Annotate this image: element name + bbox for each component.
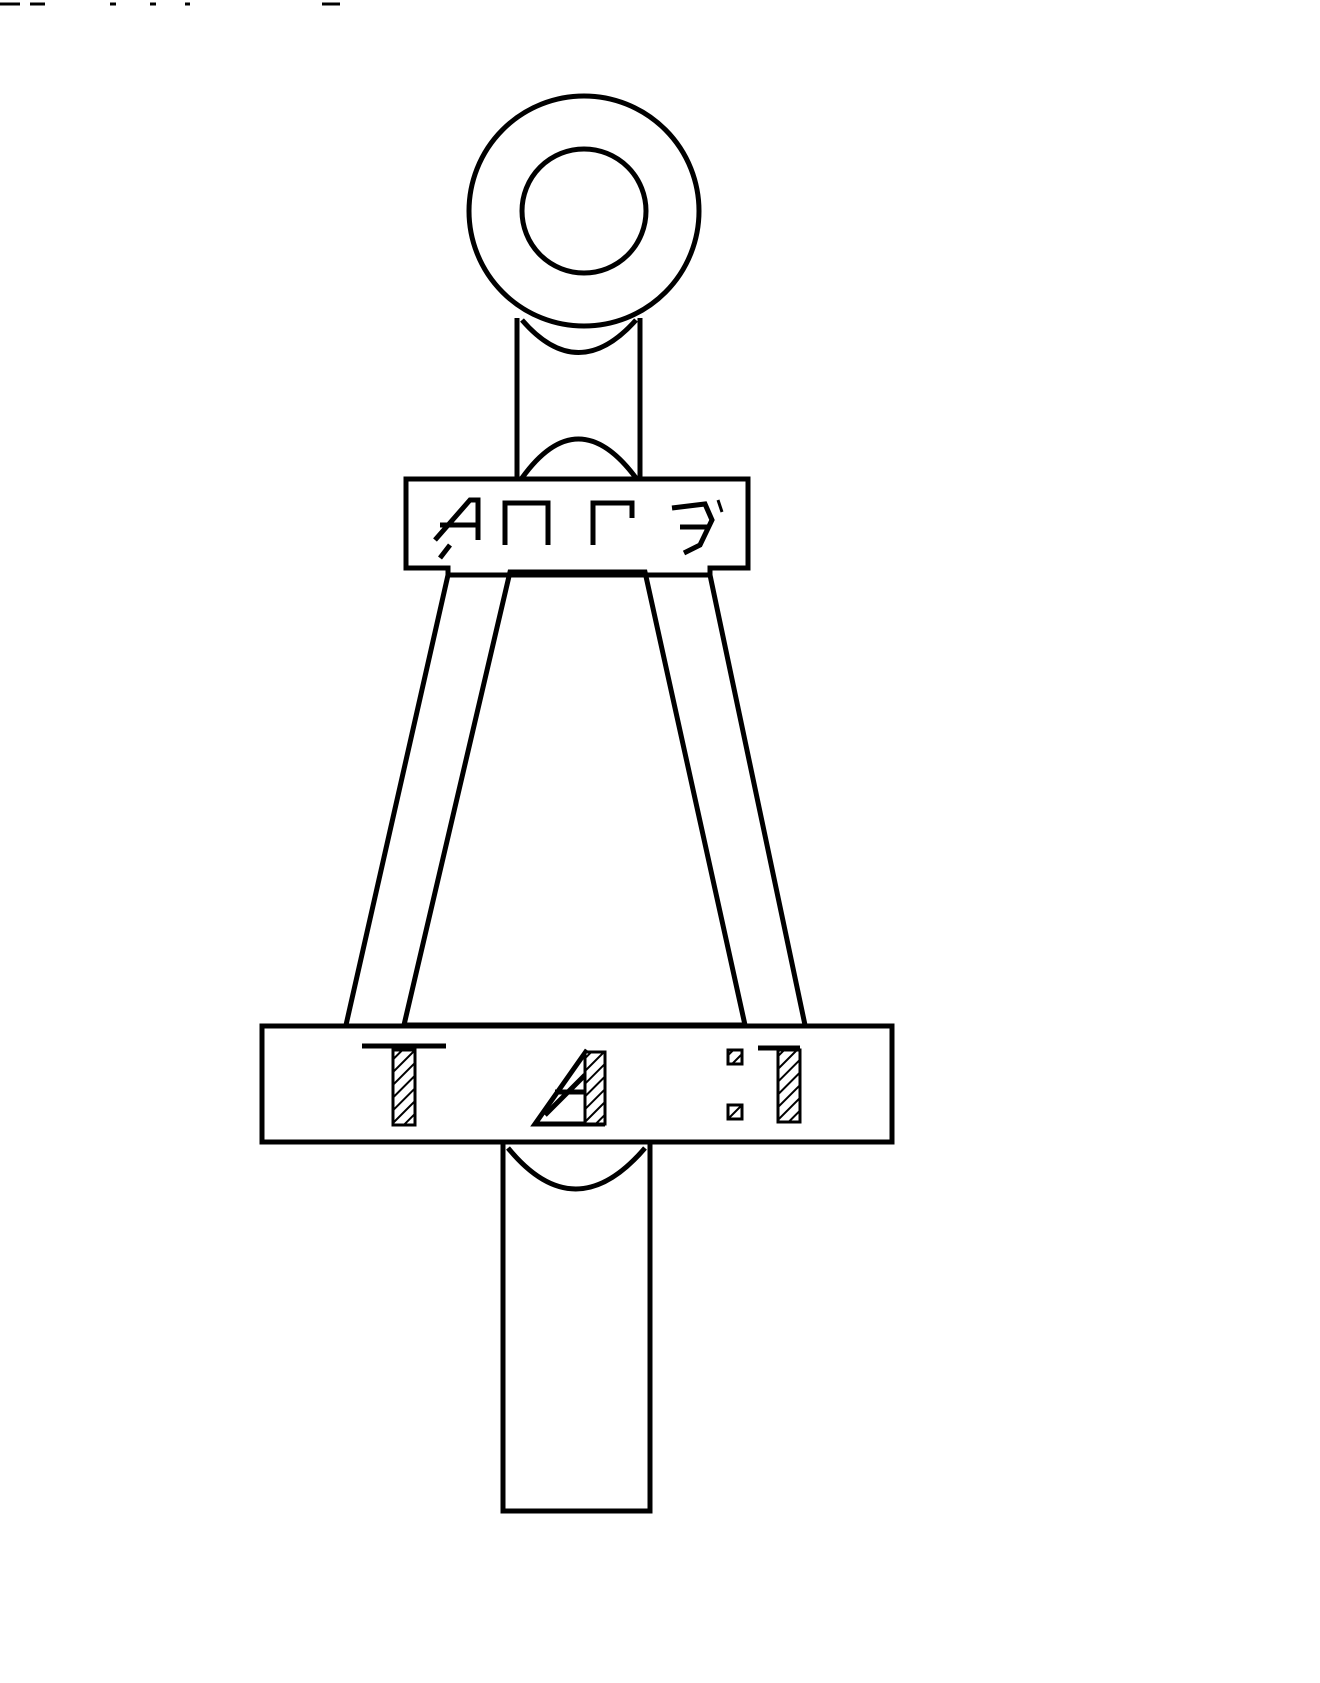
upper-inscription-text: ΑΠΓЭ (576, 528, 579, 531)
hatched-dotted-glyph-icon (726, 1045, 802, 1124)
lower-shaft (500, 1144, 653, 1514)
hatched-triangle-glyph-icon (530, 1048, 607, 1127)
trapezoid-frame (343, 569, 808, 1028)
upper-inscription: ΑΠΓЭ (433, 497, 724, 560)
hatched-t-glyph-icon (362, 1043, 446, 1127)
top-ring (466, 93, 702, 329)
upper-shaft (514, 318, 643, 480)
lower-inscription (362, 1043, 802, 1127)
